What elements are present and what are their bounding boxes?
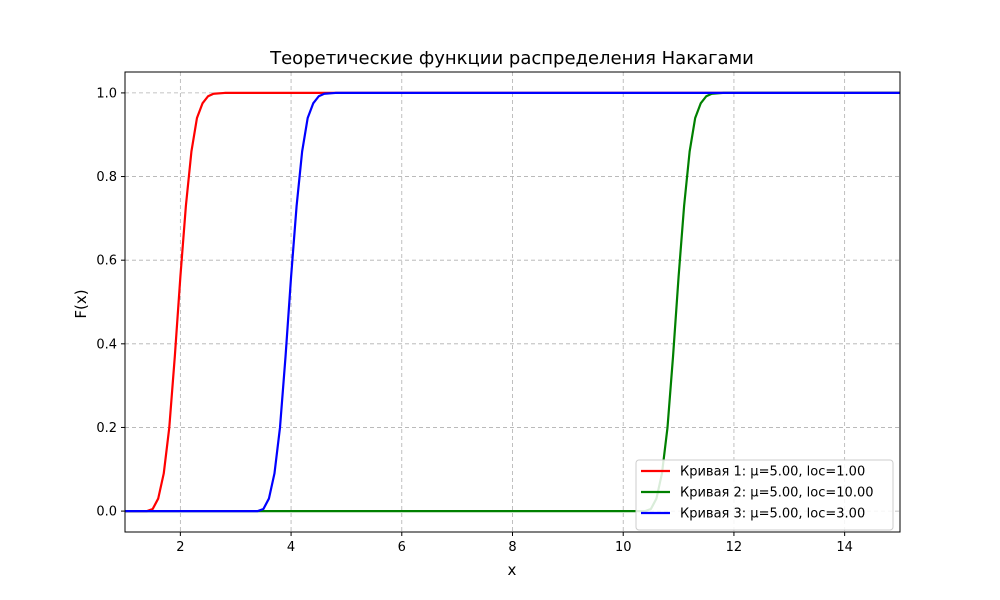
- legend-label-1: Кривая 1: μ=5.00, loc=1.00: [680, 465, 865, 480]
- y-tick-label: 0.4: [96, 337, 117, 352]
- x-tick-label: 8: [508, 540, 516, 555]
- legend: Кривая 1: μ=5.00, loc=1.00 Кривая 2: μ=5.…: [635, 459, 894, 531]
- x-tick-label: 6: [398, 540, 406, 555]
- x-axis-label: x: [508, 561, 517, 579]
- x-tick-label: 10: [615, 540, 632, 555]
- legend-box: [635, 459, 894, 531]
- x-tick-label: 2: [176, 540, 184, 555]
- x-axis: 2 4 6 8 10 12 14: [176, 532, 853, 555]
- x-tick-label: 4: [287, 540, 295, 555]
- legend-label-3: Кривая 3: μ=5.00, loc=3.00: [680, 507, 865, 522]
- series-line-1: [125, 91, 900, 513]
- x-tick-label: 14: [836, 540, 853, 555]
- y-tick-label: 0.8: [96, 170, 117, 185]
- x-tick-label: 12: [726, 540, 743, 555]
- y-tick-label: 0.0: [96, 505, 117, 520]
- y-axis-label: F(x): [72, 289, 90, 318]
- y-axis: 0.0 0.2 0.4 0.6 0.8 1.0: [96, 86, 125, 520]
- legend-label-2: Кривая 2: μ=5.00, loc=10.00: [680, 486, 874, 501]
- y-tick-label: 0.6: [96, 254, 117, 269]
- series-line-3: [125, 91, 900, 513]
- y-tick-label: 1.0: [96, 86, 117, 101]
- chart-title: Теоретические функции распределения Нака…: [269, 48, 754, 69]
- y-tick-label: 0.2: [96, 421, 117, 436]
